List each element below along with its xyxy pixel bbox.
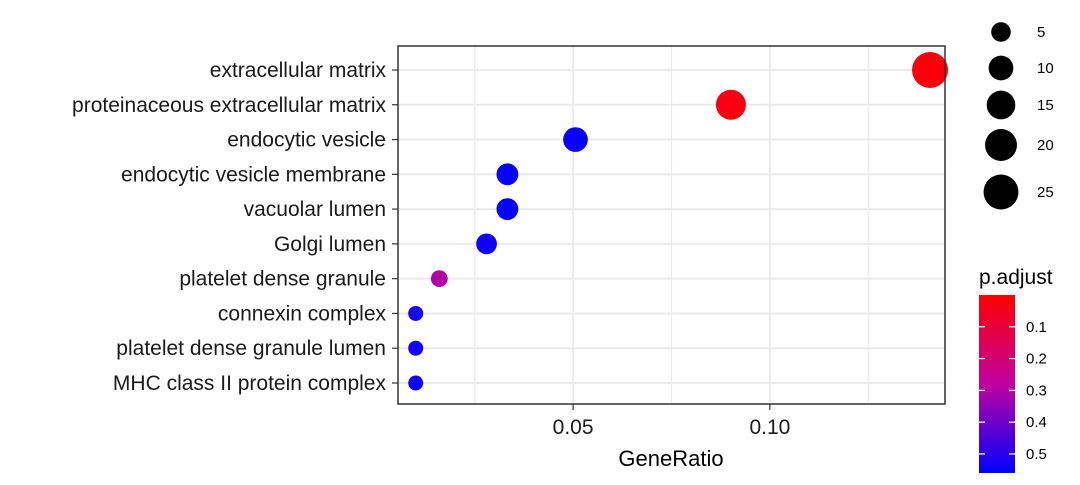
color-legend-title: p.adjust bbox=[979, 266, 1053, 289]
y-tick-label: platelet dense granule bbox=[179, 268, 386, 291]
color-legend: p.adjust 0.1 0.2 0.3 0.4 0.5 bbox=[979, 266, 1053, 473]
grid-lines bbox=[398, 46, 945, 404]
color-legend-label: 0.2 bbox=[1026, 351, 1047, 368]
color-legend-label: 0.5 bbox=[1026, 446, 1047, 463]
y-tick-label: proteinaceous extracellular matrix bbox=[72, 94, 386, 117]
size-legend-key bbox=[988, 55, 1014, 81]
size-legend-label: 25 bbox=[1037, 184, 1054, 201]
size-legend-key bbox=[986, 90, 1016, 120]
x-tick-label: 0.05 bbox=[553, 416, 594, 439]
size-legend-key bbox=[983, 174, 1019, 210]
y-tick-label: extracellular matrix bbox=[210, 59, 387, 82]
size-legend-label: 5 bbox=[1037, 24, 1045, 41]
data-point bbox=[408, 305, 424, 321]
panel-border bbox=[397, 45, 946, 405]
y-axis-labels: extracellular matrix proteinaceous extrac… bbox=[72, 59, 398, 395]
y-tick-label: Golgi lumen bbox=[274, 233, 386, 256]
y-tick-label: endocytic vesicle membrane bbox=[121, 163, 386, 186]
x-tick-label: 0.10 bbox=[749, 416, 790, 439]
y-tick-label: vacuolar lumen bbox=[244, 198, 386, 221]
color-legend-label: 0.4 bbox=[1026, 414, 1047, 431]
data-point bbox=[496, 198, 519, 221]
y-tick-label: connexin complex bbox=[218, 302, 387, 325]
data-point bbox=[408, 375, 424, 391]
data-point bbox=[563, 127, 588, 152]
size-legend-label: 10 bbox=[1037, 60, 1054, 77]
y-tick-label: endocytic vesicle bbox=[227, 129, 386, 152]
size-legend-label: 20 bbox=[1037, 137, 1054, 154]
data-point bbox=[715, 89, 746, 120]
data-point bbox=[408, 340, 424, 356]
size-legend-key bbox=[991, 22, 1011, 42]
y-tick-label: platelet dense granule lumen bbox=[116, 337, 386, 360]
x-axis-ticks: 0.05 0.10 bbox=[553, 404, 790, 439]
color-legend-bar bbox=[979, 295, 1015, 473]
x-axis-title: GeneRatio bbox=[618, 446, 723, 471]
size-legend: 5 10 15 20 25 bbox=[983, 22, 1054, 210]
color-legend-label: 0.1 bbox=[1026, 319, 1047, 336]
size-legend-label: 15 bbox=[1037, 97, 1054, 114]
color-legend-label: 0.3 bbox=[1026, 382, 1047, 399]
size-legend-key bbox=[985, 129, 1017, 161]
data-point bbox=[430, 270, 448, 288]
data-point bbox=[476, 233, 497, 255]
data-points bbox=[408, 52, 949, 391]
data-point bbox=[912, 52, 949, 88]
data-point bbox=[496, 163, 519, 186]
y-tick-label: MHC class II protein complex bbox=[113, 372, 387, 395]
